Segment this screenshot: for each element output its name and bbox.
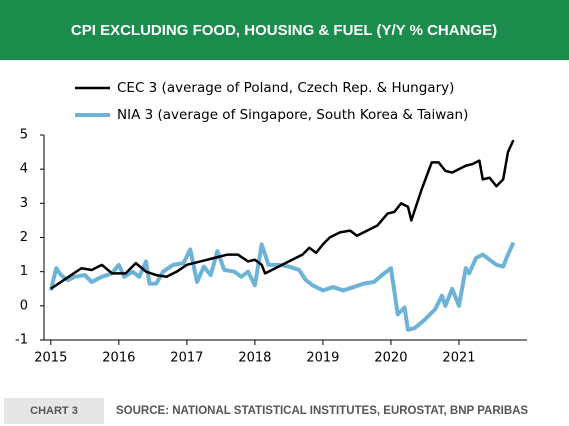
x-tick-label: 2021 <box>442 351 475 366</box>
y-tick-label: 4 <box>20 162 28 177</box>
header-bar <box>0 0 569 60</box>
y-tick-label: 1 <box>20 264 28 279</box>
y-tick-label: -1 <box>15 333 28 348</box>
x-tick-label: 2020 <box>374 351 407 366</box>
chart-title: CPI EXCLUDING FOOD, HOUSING & FUEL (Y/Y … <box>71 22 497 39</box>
legend-label: NIA 3 (average of Singapore, South Korea… <box>117 107 468 123</box>
y-tick-label: 0 <box>20 298 28 313</box>
y-tick-label: 2 <box>20 230 28 245</box>
legend-label: CEC 3 (average of Poland, Czech Rep. & H… <box>117 80 454 96</box>
x-tick-label: 2019 <box>306 351 339 366</box>
chart-label: CHART 3 <box>30 405 78 417</box>
x-tick-label: 2016 <box>102 351 135 366</box>
y-tick-label: 5 <box>20 128 28 143</box>
series-line <box>50 139 515 290</box>
y-tick-label: 3 <box>20 196 28 211</box>
series-line <box>48 241 516 332</box>
x-tick-label: 2015 <box>34 351 67 366</box>
source: SOURCE: NATIONAL STATISTICAL INSTITUTES,… <box>116 405 528 417</box>
chart-label-box <box>4 398 104 424</box>
x-tick-label: 2017 <box>170 351 203 366</box>
x-tick-label: 2018 <box>238 351 271 366</box>
